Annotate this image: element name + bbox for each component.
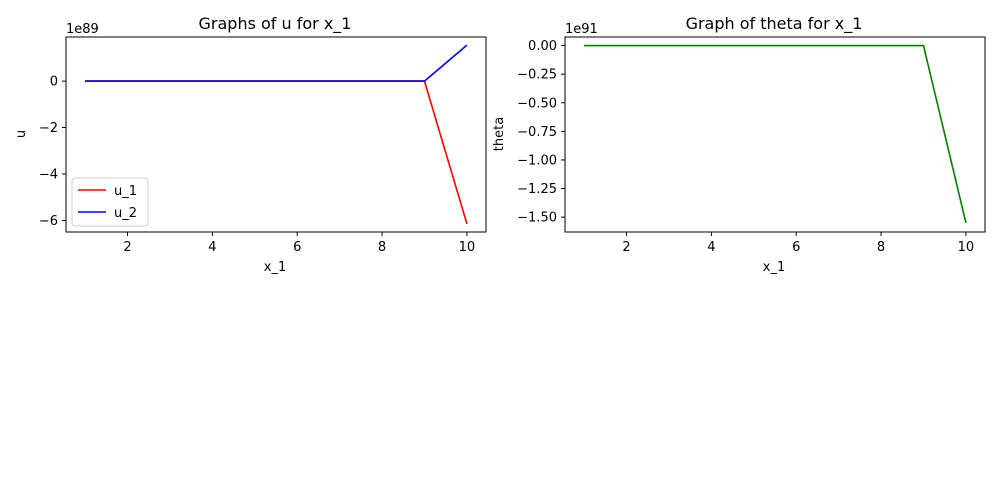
u-chart-x-tick-label: 2 <box>123 240 131 255</box>
theta-chart-x-tick-label: 8 <box>877 240 885 255</box>
u-chart-ticks: 2 4 6 8 10 −6 −4 −2 0 <box>39 75 475 255</box>
theta-chart-series-1-line <box>584 44 967 224</box>
theta-chart-y-tick-label: 0.00 <box>528 39 557 54</box>
theta-chart: Graph of theta for x_1 1e91 x_1 theta 2 4… <box>492 14 986 275</box>
theta-chart-y-axis-label: theta <box>492 117 507 151</box>
theta-chart-plot-frame <box>564 36 986 233</box>
legend-u1-label: u_1 <box>114 184 137 199</box>
u-chart-plot-frame <box>65 36 487 233</box>
theta-chart-series <box>584 44 967 224</box>
theta-chart-ticks: 2 4 6 8 10 0.00 −0.25 −0.50 −0.75 −1.00 −1.25 −1.50 <box>517 39 974 255</box>
u-chart-x-tick-label: 10 <box>459 240 476 255</box>
u-chart-y-axis-label: u <box>14 130 29 138</box>
u-chart-x-tick-label: 6 <box>293 240 301 255</box>
theta-chart-y-tick-label: −1.00 <box>517 153 557 168</box>
u-chart-y-tick-label: −2 <box>39 121 58 136</box>
theta-chart-y-offset-label: 1e91 <box>565 22 598 37</box>
theta-chart-title: Graph of theta for x_1 <box>686 14 863 34</box>
theta-chart-x-tick-label: 6 <box>792 240 800 255</box>
theta-chart-x-tick-label: 4 <box>707 240 715 255</box>
theta-chart-y-tick-label: −0.75 <box>517 125 557 140</box>
legend-u2-label: u_2 <box>114 206 137 221</box>
u-chart-y-tick-label: −4 <box>39 167 58 182</box>
u-chart-x-tick-label: 8 <box>378 240 386 255</box>
theta-chart-x-axis-label: x_1 <box>763 260 785 275</box>
theta-chart-y-tick-label: −0.50 <box>517 96 557 111</box>
theta-chart-y-tick-label: −1.25 <box>517 182 557 197</box>
u-chart-series <box>85 44 468 225</box>
u-chart-y-tick-label: −6 <box>39 214 58 229</box>
theta-chart-x-tick-label: 2 <box>622 240 630 255</box>
u-chart-x-tick-label: 4 <box>208 240 216 255</box>
u-chart-title: Graphs of u for x_1 <box>199 14 352 34</box>
u-chart-legend: u_1 u_2 <box>71 177 149 227</box>
u-chart-u2-line <box>85 44 468 82</box>
u-chart: Graphs of u for x_1 1e89 x_1 u 2 4 6 8 10 −6 −… <box>14 14 487 275</box>
u-chart-y-offset-label: 1e89 <box>66 22 99 37</box>
theta-chart-y-tick-label: −0.25 <box>517 68 557 83</box>
u-chart-x-axis-label: x_1 <box>264 260 286 275</box>
u-chart-y-tick-label: 0 <box>50 75 58 90</box>
theta-chart-y-tick-label: −1.50 <box>517 211 557 226</box>
theta-chart-x-tick-label: 10 <box>958 240 975 255</box>
